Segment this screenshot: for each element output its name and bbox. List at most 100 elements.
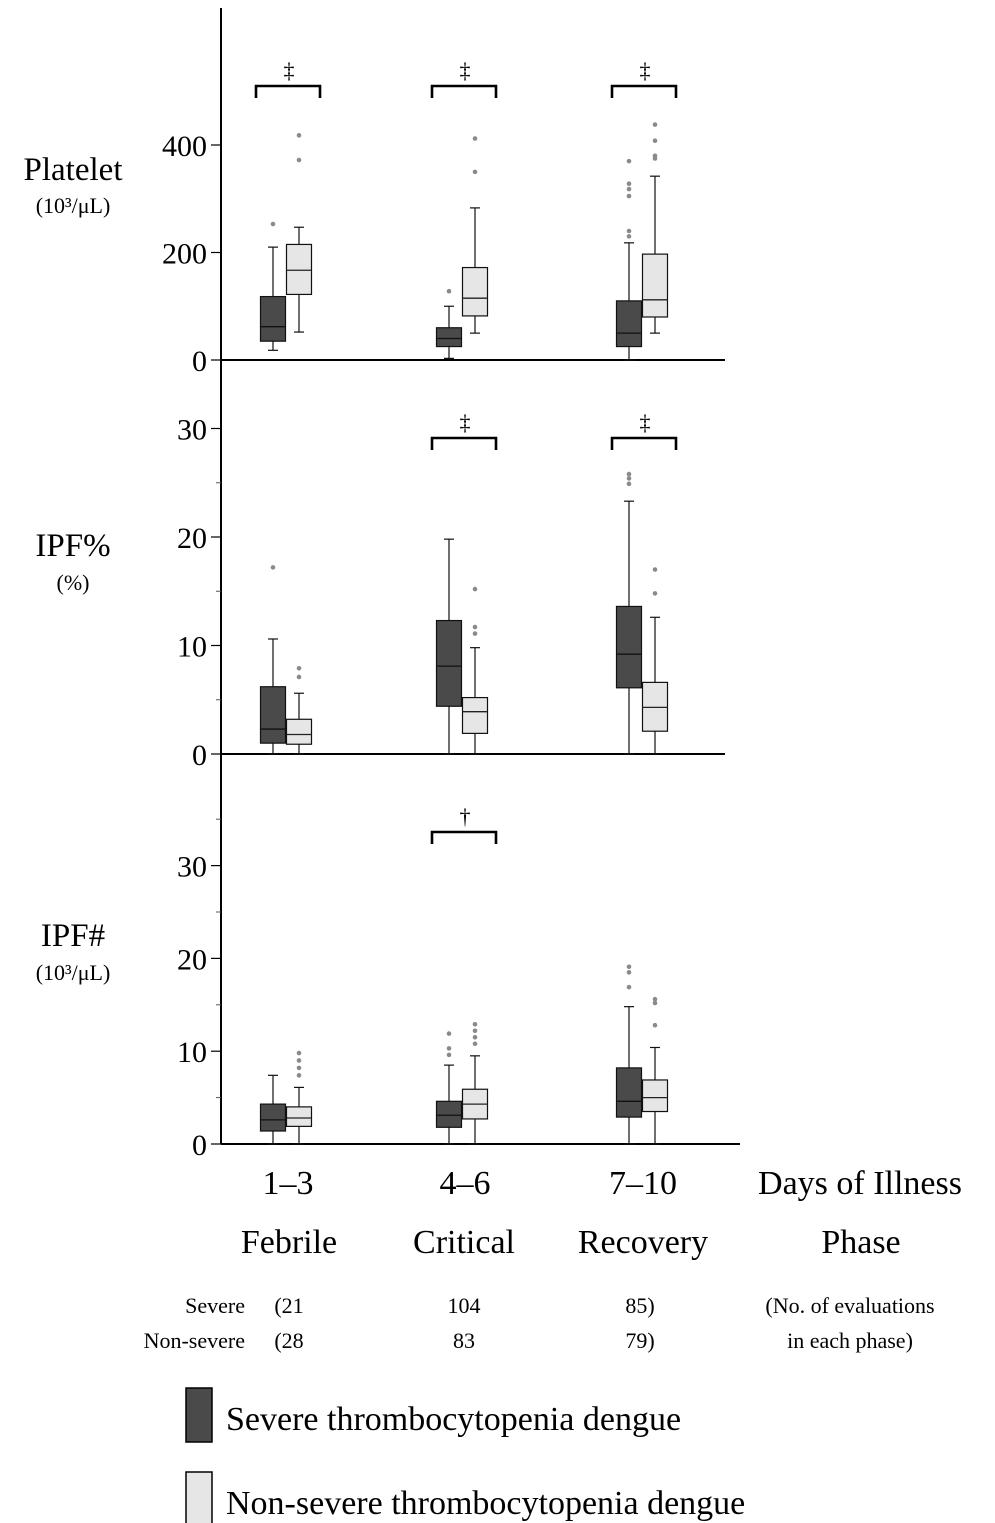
box-iqr	[641, 253, 669, 318]
outlier-point	[652, 1022, 658, 1028]
y-axis-unit: (%)	[57, 570, 90, 595]
box-severe-1	[435, 1031, 463, 1145]
legend-swatch-severe	[185, 1387, 213, 1443]
outlier-point	[270, 221, 276, 227]
y-tick-label: 30	[177, 414, 207, 447]
y-tick-label: 20	[177, 943, 207, 976]
outlier-point	[652, 153, 658, 159]
outlier-point	[652, 567, 658, 572]
count-row-label: Non-severe	[144, 1328, 245, 1353]
box-severe-2	[615, 471, 643, 755]
outlier-point	[472, 624, 478, 630]
y-axis-title: IPF%	[35, 528, 110, 564]
box-iqr	[259, 295, 287, 342]
y-tick-label: 10	[177, 1036, 207, 1069]
y-tick-label: 0	[192, 345, 207, 378]
outlier-point	[472, 136, 478, 141]
box-severe-0	[259, 221, 287, 351]
count-value: 83	[453, 1328, 475, 1353]
significance-symbol: ‡	[284, 58, 295, 83]
outlier-point	[472, 1021, 478, 1027]
outlier-point	[446, 288, 452, 294]
outlier-point	[296, 157, 302, 163]
outlier-point	[626, 984, 632, 990]
legend-label: Non-severe thrombocytopenia dengue	[226, 1485, 745, 1522]
legend-label: Severe thrombocytopenia dengue	[226, 1401, 681, 1438]
y-tick-label: 200	[162, 238, 207, 271]
count-value: (21	[274, 1293, 303, 1318]
significance-bracket: ‡	[610, 410, 678, 450]
outlier-point	[626, 476, 632, 481]
y-axis-title: IPF#	[41, 918, 105, 954]
y-axis-unit: (10³/μL)	[36, 193, 111, 218]
x-axis-labels: 1–3 4–6 7–10 Days of Illness Febrile Cri…	[241, 1165, 962, 1261]
box-iqr	[259, 686, 287, 744]
y-tick-label: 20	[177, 522, 207, 555]
y-axis-title: Platelet	[24, 152, 123, 188]
box-severe-2	[615, 158, 643, 361]
phase-axis-title: Phase	[821, 1224, 900, 1261]
box-iqr	[259, 1103, 287, 1132]
outlier-point	[446, 1031, 452, 1036]
bracket-line	[254, 84, 322, 98]
box-severe-2	[615, 964, 643, 1145]
outlier-point	[472, 1028, 478, 1034]
outlier-point	[472, 586, 478, 592]
significance-bracket: ‡	[610, 58, 678, 98]
outlier-point	[652, 1000, 658, 1006]
outlier-point	[626, 186, 632, 192]
outlier-point	[296, 674, 302, 680]
box-iqr	[461, 266, 489, 317]
outlier-point	[626, 970, 632, 975]
box-severe-1	[435, 288, 463, 359]
significance-symbol: ‡	[640, 58, 651, 83]
count-note: (No. of evaluations	[765, 1293, 934, 1318]
bracket-line	[610, 436, 678, 450]
panel-2: IPF# (10³/μL) 0 10 20 30 †	[36, 804, 740, 1162]
box-iqr	[435, 619, 463, 707]
box-iqr	[285, 1106, 313, 1127]
legend: Severe thrombocytopenia dengue Non-sever…	[185, 1387, 745, 1523]
outlier-point	[270, 565, 276, 570]
bracket-line	[430, 436, 498, 450]
significance-bracket: ‡	[254, 58, 322, 98]
box-iqr	[615, 605, 643, 689]
box-iqr	[461, 696, 489, 734]
outlier-point	[296, 1065, 302, 1071]
box-nonsevere-1	[461, 1021, 489, 1145]
box-severe-0	[259, 565, 287, 755]
outlier-point	[296, 133, 302, 138]
outlier-point	[652, 138, 658, 143]
outlier-point	[626, 234, 632, 239]
significance-bracket: †	[430, 804, 498, 844]
box-nonsevere-2	[641, 122, 669, 334]
box-iqr	[615, 1067, 643, 1118]
phase-label: Critical	[413, 1224, 515, 1261]
count-value: (28	[274, 1328, 303, 1353]
box-iqr	[435, 327, 463, 348]
outlier-point	[652, 591, 658, 596]
outlier-point	[296, 1058, 302, 1063]
outlier-point	[626, 471, 632, 477]
x-tick-label: 4–6	[440, 1165, 491, 1202]
outlier-point	[652, 996, 658, 1002]
phase-label: Febrile	[241, 1224, 337, 1261]
outlier-point	[472, 1041, 478, 1047]
count-note: in each phase)	[787, 1328, 913, 1353]
outlier-point	[472, 169, 478, 175]
bracket-line	[430, 84, 498, 98]
box-severe-1	[435, 538, 463, 755]
box-nonsevere-0	[285, 133, 313, 333]
y-tick-label: 30	[177, 851, 207, 884]
x-tick-label: 7–10	[609, 1165, 677, 1202]
count-row-label: Severe	[185, 1293, 245, 1318]
significance-bracket: ‡	[430, 58, 498, 98]
bracket-line	[430, 830, 498, 844]
outlier-point	[626, 228, 632, 234]
x-tick-label: 1–3	[263, 1165, 314, 1202]
count-value: 79)	[625, 1328, 654, 1353]
box-nonsevere-2	[641, 567, 669, 755]
panel-0: Platelet (10³/μL) 0 200 400 ‡ ‡ ‡	[24, 58, 725, 378]
box-iqr	[285, 243, 313, 296]
